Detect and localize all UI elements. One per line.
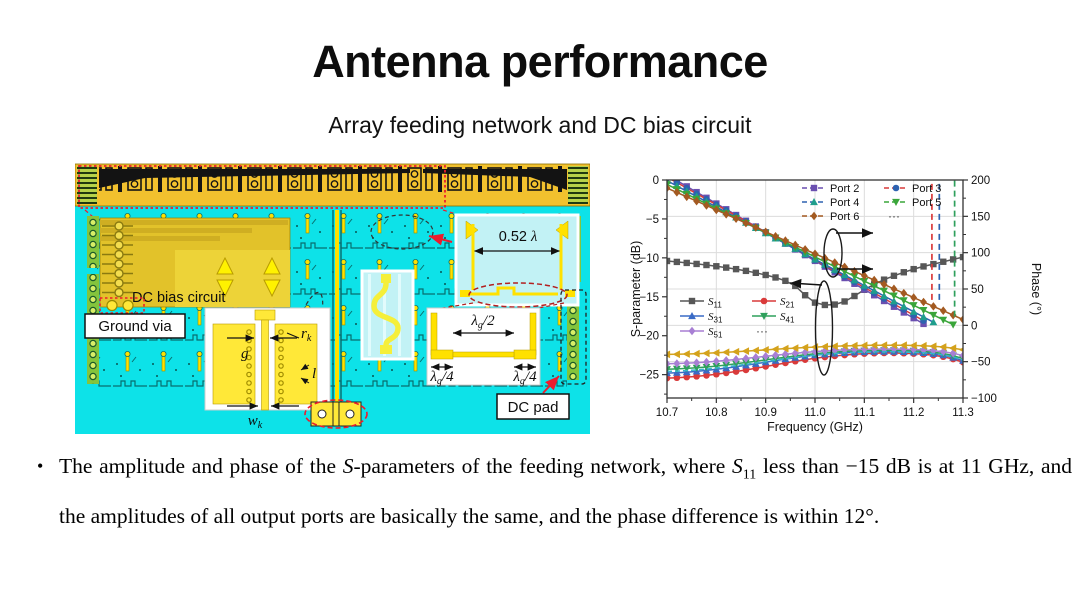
chart-series-phase	[667, 180, 963, 329]
svg-text:Port 3: Port 3	[912, 183, 941, 195]
svg-text:−15: −15	[639, 292, 659, 304]
svg-text:200: 200	[971, 175, 990, 187]
quarter-wavelength-right-label: λg/4	[512, 369, 537, 387]
svg-text:···: ···	[888, 209, 900, 223]
svg-text:Port 6: Port 6	[830, 211, 859, 223]
svg-text:Port 5: Port 5	[912, 197, 941, 209]
chart-phase-wrap-lines	[931, 180, 956, 317]
taper-left	[99, 169, 410, 188]
bullet-item: • The amplitude and phase of the S-param…	[35, 441, 1072, 541]
svg-text:−10: −10	[639, 253, 659, 265]
via-radius-label: rk	[301, 326, 312, 344]
svg-text:50: 50	[971, 284, 984, 296]
page-subtitle: Array feeding network and DC bias circui…	[328, 112, 752, 138]
ground-via-label: Ground via	[98, 318, 172, 335]
gap-dimension-label: g	[241, 346, 249, 362]
chart-axes: 10.7 10.8 10.9 11.0 11.1 11.2 11.3 0 −5 −10 −15 −20…	[629, 175, 1043, 434]
dc-bias-circuit-block: DC bias circuit	[99, 217, 291, 308]
input-feed-pad	[304, 399, 368, 429]
svg-text:−5: −5	[646, 214, 659, 226]
svg-text:S21: S21	[780, 296, 795, 310]
svg-text:−100: −100	[971, 393, 997, 405]
dc-bias-label: DC bias circuit	[132, 290, 225, 306]
bullet-text: The amplitude and phase of the S-paramet…	[59, 454, 1072, 528]
strip-width-label: wk	[248, 413, 263, 431]
dc-pad-arrow	[542, 375, 560, 394]
svg-text:S51: S51	[708, 326, 723, 340]
svg-text:Port 2: Port 2	[830, 183, 859, 195]
pcb-layout-svg: DC bias circuit Ground via	[74, 163, 591, 434]
svg-text:0: 0	[971, 320, 977, 332]
svg-text:−50: −50	[971, 357, 991, 369]
svg-text:−20: −20	[639, 331, 659, 343]
array-highlight-box	[78, 165, 446, 209]
svg-text:100: 100	[971, 248, 990, 260]
via-pitch-label: l	[312, 366, 316, 382]
page-title: Antenna performance	[312, 36, 768, 87]
svg-text:S11: S11	[708, 296, 722, 310]
svg-text:Port 4: Port 4	[830, 197, 859, 209]
ground-via-callout: Ground via	[84, 297, 186, 339]
central-feed-line	[332, 210, 342, 402]
meander-trace	[371, 282, 401, 346]
chart-legend-ports: Port 2 Port 3 Port 4 Port 5 Port 6 ···	[802, 183, 941, 223]
svg-text:10.9: 10.9	[754, 407, 776, 419]
bias-via-column	[114, 221, 124, 298]
dc-pad-label: DC pad	[508, 399, 559, 416]
feeding-network-figure: DC bias circuit Ground via	[74, 162, 591, 434]
x-axis-label: Frequency (GHz)	[767, 420, 863, 434]
chart-legend-sparams: S11 S21 S31 S41 S51 ···	[680, 296, 795, 340]
svg-text:S31: S31	[708, 311, 723, 325]
taper-right	[423, 169, 567, 190]
svg-text:···: ···	[756, 324, 768, 338]
svg-text:11.2: 11.2	[903, 407, 925, 419]
coupling-section-ellipse	[468, 282, 568, 308]
element-spacing-label: 0.52 λ	[499, 229, 538, 245]
element-spacing-inset: 0.52 λ	[454, 213, 580, 307]
s-parameter-phase-chart: 10.7 10.8 10.9 11.0 11.1 11.2 11.3 0 −5 −10 −15 −20…	[629, 163, 1050, 441]
coupling-detail-inset: λg/2 λg/4 λg/4	[426, 307, 541, 387]
inset-pointer-arrow	[428, 233, 453, 246]
svg-text:150: 150	[971, 211, 990, 223]
right-axis-label: Phase (°)	[1029, 263, 1043, 315]
svg-text:10.7: 10.7	[656, 407, 678, 419]
svg-text:−25: −25	[639, 370, 659, 382]
quarter-wavelength-left-label: λg/4	[429, 369, 454, 387]
svg-text:0: 0	[653, 175, 659, 187]
dc-pad-callout: DC pad	[496, 289, 587, 420]
svg-text:10.8: 10.8	[705, 407, 727, 419]
antenna-array-strip	[74, 163, 591, 227]
left-axis-label: S-parameter (dB)	[630, 241, 643, 338]
element-pair-ellipse	[370, 214, 434, 250]
svg-text:11.3: 11.3	[952, 407, 974, 419]
chart-series-sparams	[667, 253, 963, 382]
bullet-marker: •	[37, 456, 44, 476]
svg-text:11.1: 11.1	[854, 407, 876, 419]
meander-line-inset	[360, 269, 415, 361]
chart-grid	[667, 180, 963, 398]
chart-svg: 10.7 10.8 10.9 11.0 11.1 11.2 11.3 0 −5 −10 −15 −20…	[629, 175, 1043, 434]
cpw-detail-inset: g rk l wk	[204, 307, 331, 431]
svg-text:S41: S41	[780, 311, 795, 325]
left-via-columns	[87, 216, 99, 384]
bias-diodes	[216, 256, 281, 298]
svg-text:11.0: 11.0	[804, 407, 826, 419]
chart-annotations	[789, 228, 873, 376]
half-wavelength-label: λg/2	[470, 313, 495, 331]
